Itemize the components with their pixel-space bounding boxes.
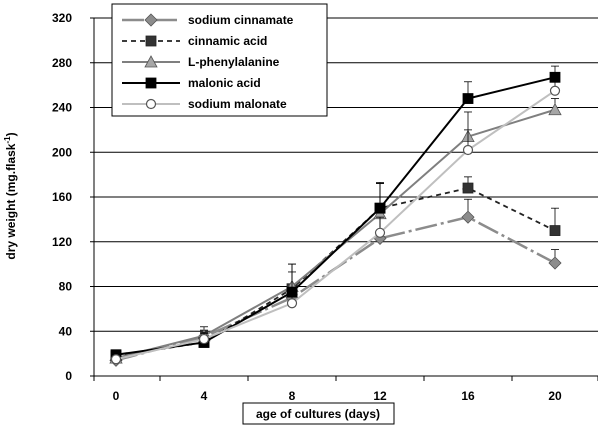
- data-point: [110, 354, 122, 365]
- data-point: [198, 333, 210, 345]
- data-point: [286, 298, 298, 309]
- series-layer: [109, 65, 562, 367]
- legend-swatch-marker: [145, 35, 157, 47]
- legend-label: sodium cinnamate: [188, 13, 294, 27]
- data-point: [549, 85, 561, 96]
- x-axis-ticks: 0 4 8 12 16 20: [93, 376, 598, 403]
- y-axis-title-close: ): [4, 132, 18, 136]
- y-tick-label: 280: [52, 56, 72, 70]
- data-point: [462, 144, 474, 156]
- legend-label: sodium malonate: [188, 97, 287, 111]
- series-line: [115, 187, 556, 357]
- legend-label: L-phenylalanine: [188, 55, 280, 69]
- y-tick-label: 200: [52, 145, 72, 159]
- x-tick-label: 16: [461, 389, 475, 403]
- series-sodium-cinnamate: [109, 198, 562, 367]
- y-axis-title-text: dry weight (mg.flask: [4, 143, 18, 259]
- data-point: [374, 202, 386, 214]
- x-axis-title: age of cultures (days): [256, 407, 380, 421]
- y-tick-label: 80: [59, 280, 73, 294]
- y-tick-label: 240: [52, 101, 72, 115]
- series-line: [115, 89, 556, 361]
- y-tick-label: 320: [52, 11, 72, 25]
- legend-swatch-marker: [145, 98, 157, 110]
- y-tick-label: 120: [52, 235, 72, 249]
- x-tick-label: 20: [548, 389, 562, 403]
- data-point: [374, 227, 386, 238]
- data-point: [549, 225, 561, 236]
- series-line: [115, 215, 556, 362]
- y-tick-label: 0: [65, 369, 72, 383]
- legend-swatch-marker: [144, 13, 158, 27]
- legend-label: cinnamic acid: [188, 34, 267, 48]
- data-point: [548, 102, 562, 116]
- y-tick-label: 160: [52, 190, 72, 204]
- x-tick-label: 8: [289, 389, 296, 403]
- legend-label: malonic acid: [188, 76, 261, 90]
- x-tick-label: 0: [113, 389, 120, 403]
- y-axis-title: dry weight (mg.flask-1): [3, 132, 18, 259]
- y-axis-ticks: 0 40 80 120 160 200 240 280 320: [52, 11, 94, 383]
- x-tick-label: 4: [201, 389, 208, 403]
- legend-swatch-marker: [144, 55, 158, 68]
- legend-swatch-marker: [145, 77, 157, 89]
- series-sodium-malonate: [110, 79, 561, 365]
- x-axis-title-box: [242, 402, 395, 425]
- series-line: [115, 76, 556, 356]
- data-point: [548, 256, 562, 270]
- data-point: [462, 182, 474, 194]
- data-point: [462, 93, 474, 104]
- data-point: [461, 210, 475, 224]
- x-tick-label: 12: [373, 389, 387, 403]
- y-axis-title-superscript: -1: [3, 136, 12, 144]
- y-tick-label: 40: [59, 324, 73, 338]
- legend: sodium cinnamate cinnamic acid L-phenylala…: [111, 3, 328, 117]
- series-line: [115, 108, 556, 360]
